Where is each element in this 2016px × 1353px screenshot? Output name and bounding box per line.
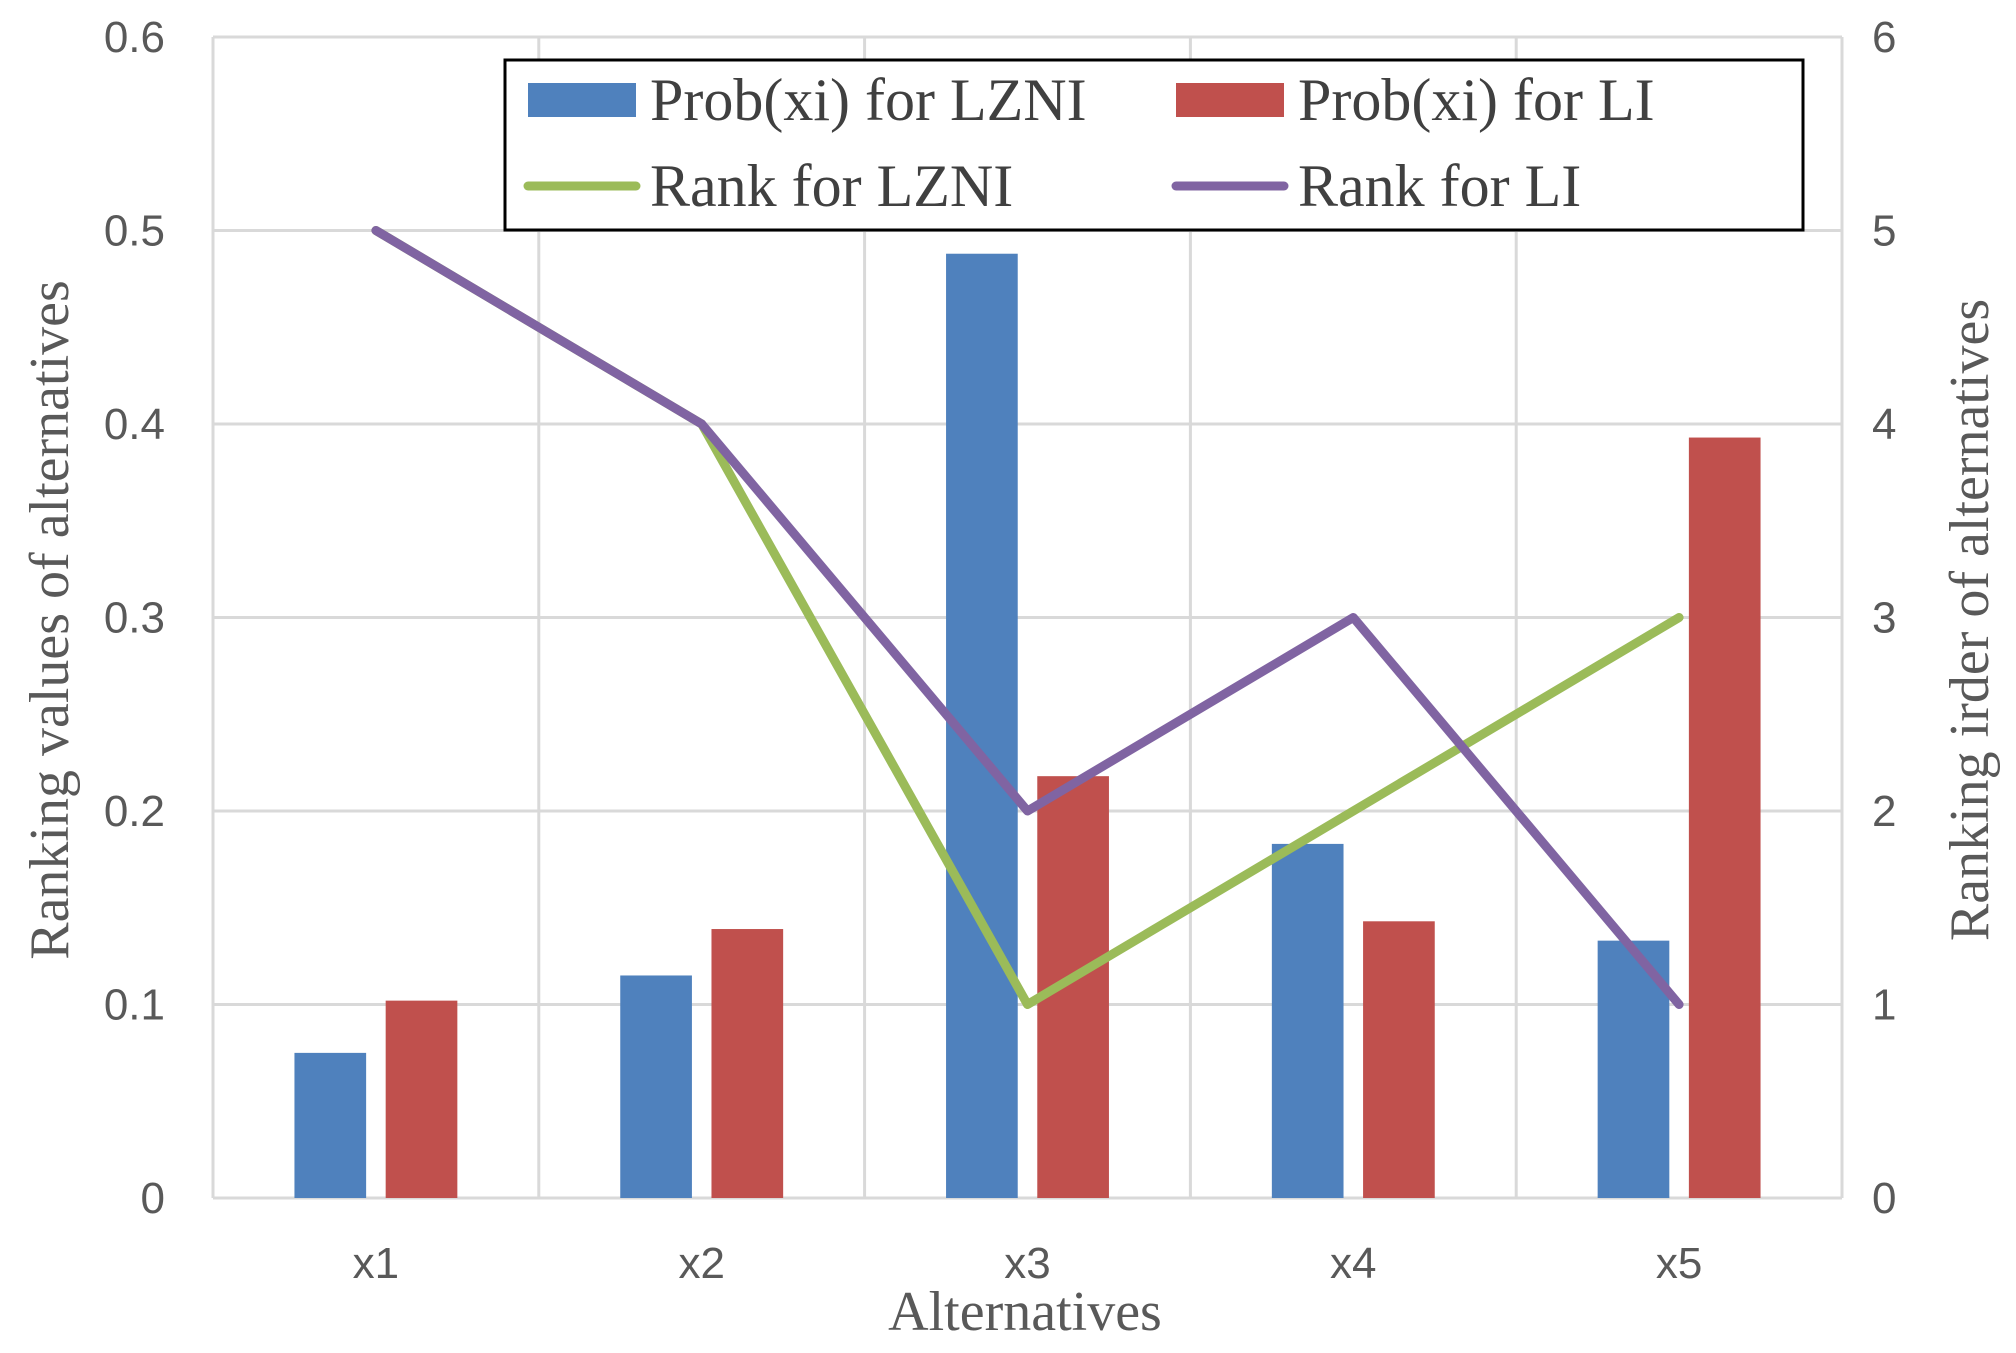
legend-label: Rank for LI — [1298, 153, 1581, 219]
bar-prob-xi-for-lzni-x2 — [620, 975, 692, 1198]
y-tick-label: 0.3 — [104, 594, 165, 643]
x-axis-title: Alternatives — [888, 1281, 1162, 1343]
y2-tick-label: 4 — [1872, 400, 1896, 449]
bar-prob-xi-for-li-x1 — [385, 1000, 458, 1198]
y2-tick-label: 5 — [1872, 207, 1896, 256]
bar-prob-xi-for-li-x5 — [1688, 437, 1761, 1198]
legend-label: Rank for LZNI — [650, 153, 1013, 219]
legend: Prob(xi) for LZNI Prob(xi) for LI Rank for… — [503, 58, 1805, 232]
x-tick-label: x4 — [1330, 1239, 1376, 1288]
y-axis-ticks: 0 0.1 0.2 0.3 0.4 0.5 0.6 — [104, 13, 165, 1223]
y-tick-label: 0.2 — [104, 787, 165, 836]
y-tick-label: 0 — [141, 1174, 165, 1223]
y2-tick-label: 1 — [1872, 981, 1896, 1030]
legend-swatch — [528, 83, 636, 117]
legend-label: Prob(xi) for LI — [1298, 67, 1655, 133]
y2-axis-title: Ranking irder of alternatives — [1939, 299, 2001, 941]
bar-prob-xi-for-li-x4 — [1363, 921, 1435, 1198]
bar-prob-xi-for-li-x2 — [711, 929, 784, 1198]
bars — [294, 253, 1761, 1199]
x-axis-ticks: x1 x2 x3 x4 x5 — [353, 1239, 1703, 1288]
y-tick-label: 0.4 — [104, 400, 165, 449]
x-tick-label: x5 — [1656, 1239, 1702, 1288]
y-tick-label: 0.6 — [104, 13, 165, 62]
x-tick-label: x1 — [353, 1239, 399, 1288]
y2-tick-label: 2 — [1872, 787, 1896, 836]
lines — [371, 226, 1684, 1009]
y2-tick-label: 6 — [1872, 13, 1896, 62]
bar-prob-xi-for-lzni-x1 — [294, 1052, 367, 1198]
y-axis-title: Ranking values of alternatives — [19, 280, 81, 960]
bar-prob-xi-for-lzni-x4 — [1271, 843, 1344, 1198]
line-rank-for-li — [371, 226, 1684, 1009]
y2-axis-ticks: 0 1 2 3 4 5 6 — [1872, 13, 1896, 1223]
y-tick-label: 0.1 — [104, 981, 165, 1030]
x-tick-label: x2 — [678, 1239, 724, 1288]
legend-box — [503, 58, 1805, 232]
y-tick-label: 0.5 — [104, 207, 165, 256]
x-tick-label: x3 — [1004, 1239, 1050, 1288]
legend-swatch — [1176, 83, 1284, 117]
y2-tick-label: 3 — [1872, 594, 1896, 643]
legend-label: Prob(xi) for LZNI — [650, 67, 1087, 133]
y2-tick-label: 0 — [1872, 1174, 1896, 1223]
